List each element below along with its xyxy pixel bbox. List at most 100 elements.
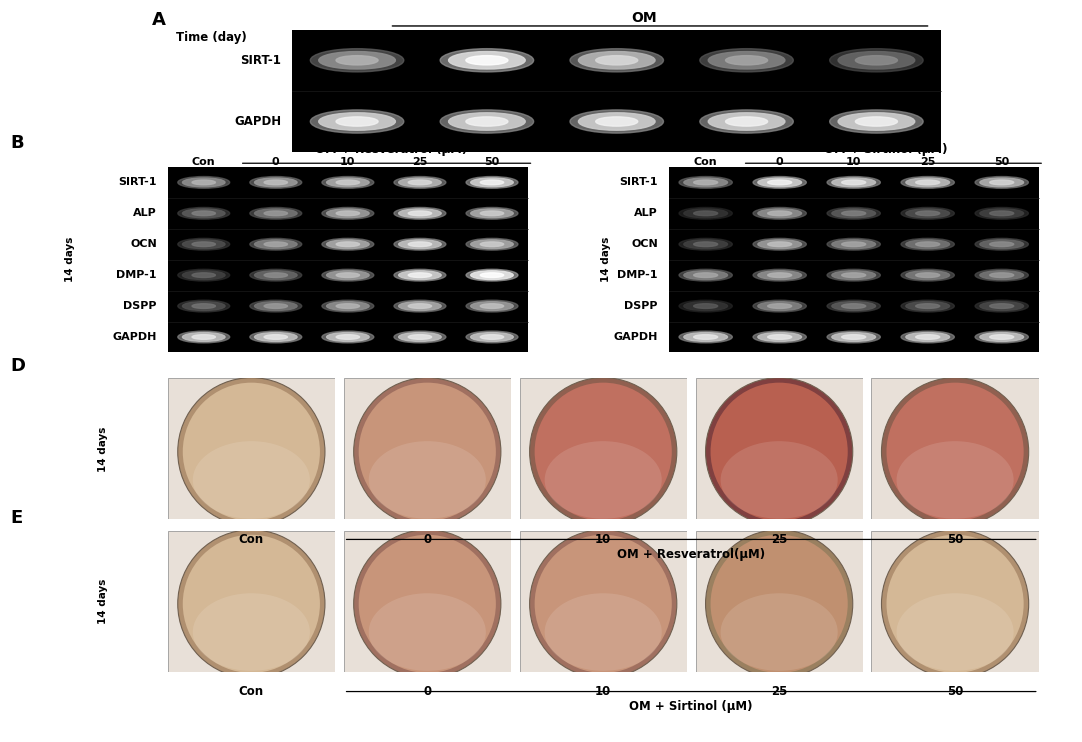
Text: ALP: ALP	[634, 209, 658, 218]
Ellipse shape	[466, 238, 518, 250]
Ellipse shape	[177, 238, 229, 250]
Ellipse shape	[177, 269, 229, 281]
Text: Con: Con	[192, 157, 215, 167]
Ellipse shape	[466, 208, 518, 219]
Ellipse shape	[177, 530, 325, 678]
Ellipse shape	[694, 180, 717, 185]
Ellipse shape	[193, 303, 215, 309]
Ellipse shape	[768, 211, 792, 216]
Text: 0: 0	[272, 157, 279, 167]
Text: 10: 10	[595, 685, 611, 698]
Ellipse shape	[193, 594, 309, 671]
Ellipse shape	[480, 335, 503, 339]
Ellipse shape	[466, 177, 518, 188]
Ellipse shape	[753, 238, 806, 250]
Ellipse shape	[906, 240, 950, 249]
Ellipse shape	[264, 273, 288, 278]
Ellipse shape	[832, 302, 875, 310]
Ellipse shape	[254, 209, 298, 217]
Ellipse shape	[408, 273, 432, 278]
Ellipse shape	[975, 301, 1028, 312]
Ellipse shape	[466, 269, 518, 281]
Text: 14 days: 14 days	[65, 237, 76, 283]
Ellipse shape	[177, 378, 325, 526]
Ellipse shape	[311, 110, 404, 133]
Ellipse shape	[886, 383, 1024, 521]
Text: GAPDH: GAPDH	[613, 332, 658, 342]
Ellipse shape	[753, 177, 806, 188]
Ellipse shape	[354, 530, 501, 678]
Ellipse shape	[398, 271, 441, 280]
Ellipse shape	[177, 177, 229, 188]
Ellipse shape	[679, 301, 733, 312]
Ellipse shape	[193, 335, 215, 339]
Ellipse shape	[832, 240, 875, 249]
Ellipse shape	[250, 238, 302, 250]
Ellipse shape	[901, 301, 954, 312]
Ellipse shape	[700, 110, 793, 133]
Ellipse shape	[906, 209, 950, 217]
Ellipse shape	[327, 302, 369, 310]
Ellipse shape	[757, 271, 802, 280]
Ellipse shape	[897, 594, 1014, 671]
Ellipse shape	[915, 242, 939, 246]
Ellipse shape	[694, 242, 717, 246]
Ellipse shape	[694, 303, 717, 309]
Ellipse shape	[596, 116, 637, 126]
Ellipse shape	[394, 331, 446, 343]
Ellipse shape	[842, 211, 866, 216]
Ellipse shape	[832, 271, 875, 280]
Ellipse shape	[311, 49, 404, 72]
Text: 7: 7	[742, 30, 751, 44]
Ellipse shape	[471, 271, 513, 280]
Ellipse shape	[915, 335, 939, 339]
Ellipse shape	[398, 209, 441, 217]
Ellipse shape	[319, 113, 395, 131]
Text: OM + Resveratrol(μM): OM + Resveratrol(μM)	[617, 548, 765, 561]
Ellipse shape	[322, 301, 373, 312]
Ellipse shape	[975, 238, 1028, 250]
Ellipse shape	[327, 178, 369, 187]
Text: Con: Con	[694, 157, 717, 167]
Ellipse shape	[471, 240, 513, 249]
Ellipse shape	[842, 273, 866, 278]
Ellipse shape	[398, 302, 441, 310]
Ellipse shape	[394, 301, 446, 312]
Text: 25: 25	[920, 157, 936, 167]
Ellipse shape	[254, 302, 298, 310]
Ellipse shape	[480, 273, 503, 278]
Ellipse shape	[980, 271, 1024, 280]
Text: 25: 25	[412, 157, 427, 167]
Ellipse shape	[408, 211, 432, 216]
Ellipse shape	[980, 178, 1024, 187]
Ellipse shape	[886, 535, 1024, 673]
Ellipse shape	[901, 331, 954, 343]
Ellipse shape	[830, 49, 923, 72]
Text: 10: 10	[340, 157, 356, 167]
Ellipse shape	[906, 302, 950, 310]
Text: Con: Con	[239, 533, 264, 546]
Ellipse shape	[337, 242, 359, 246]
Text: Con: Con	[239, 685, 264, 698]
Ellipse shape	[579, 51, 655, 69]
Ellipse shape	[264, 180, 288, 185]
Ellipse shape	[684, 332, 727, 341]
Text: SIRT-1: SIRT-1	[118, 177, 157, 188]
Ellipse shape	[842, 303, 866, 309]
Ellipse shape	[394, 269, 446, 281]
Ellipse shape	[322, 331, 373, 343]
Ellipse shape	[177, 331, 229, 343]
Ellipse shape	[842, 242, 866, 246]
Ellipse shape	[980, 332, 1024, 341]
Ellipse shape	[327, 332, 369, 341]
Ellipse shape	[839, 51, 914, 69]
Text: 25: 25	[771, 685, 788, 698]
Ellipse shape	[827, 208, 881, 219]
Ellipse shape	[694, 273, 717, 278]
Ellipse shape	[337, 273, 359, 278]
Ellipse shape	[369, 441, 486, 519]
Text: D: D	[11, 357, 26, 375]
Ellipse shape	[726, 116, 767, 126]
Ellipse shape	[684, 178, 727, 187]
Ellipse shape	[322, 269, 373, 281]
